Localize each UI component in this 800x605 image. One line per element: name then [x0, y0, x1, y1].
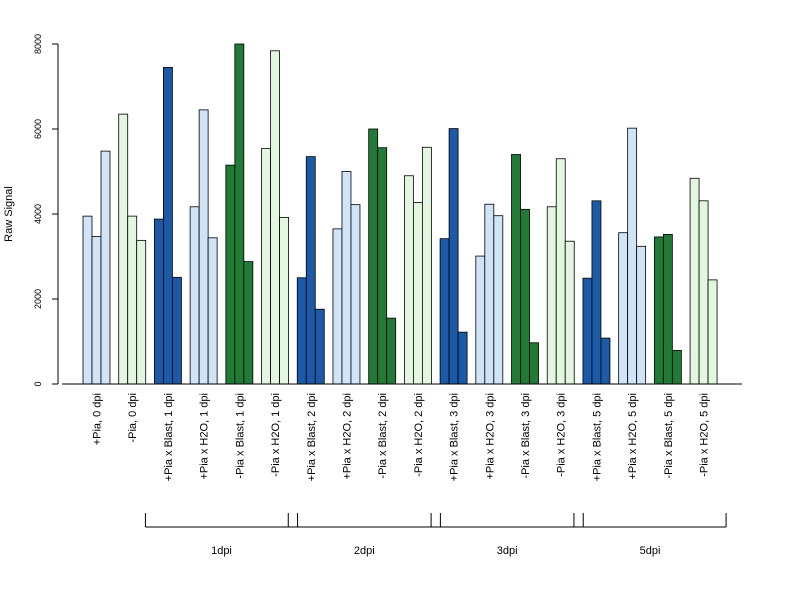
bar [198, 109, 209, 385]
category-label: -Pia x Blast, 1 dpi [234, 393, 246, 479]
bar [279, 216, 289, 385]
bar [377, 147, 388, 385]
category-label: -Pia x H2O, 5 dpi [699, 393, 711, 477]
bar [662, 233, 673, 385]
category-label: -Pia x H2O, 3 dpi [556, 393, 568, 477]
bar [270, 50, 280, 385]
bar [234, 43, 245, 385]
bar [82, 215, 93, 385]
bar [154, 218, 164, 385]
bar [546, 206, 557, 385]
bar [618, 232, 629, 385]
bar [600, 337, 611, 385]
group-brackets: 1dpi 2dpi 3dpi 5dpi [144, 513, 727, 557]
bar [484, 203, 495, 385]
bar [189, 206, 200, 385]
bar [439, 238, 450, 385]
y-axis-label: Raw Signal [3, 186, 15, 242]
bar [341, 171, 352, 385]
bar [118, 113, 129, 385]
bar [529, 342, 539, 385]
bar [591, 200, 602, 385]
category-label: -Pia x Blast, 3 dpi [520, 393, 532, 479]
bar [314, 308, 325, 385]
bar [386, 317, 397, 385]
category-label: +Pia x H2O, 1 dpi [199, 393, 211, 480]
category-labels: +Pia, 0 dpi -Pia, 0 dpi +Pia x Blast, 1 dp… [92, 393, 711, 481]
bar [136, 239, 147, 385]
category-label: +Pia x H2O, 2 dpi [341, 393, 353, 480]
group-label: 5dpi [640, 545, 661, 557]
bar [243, 261, 254, 385]
bar [350, 204, 361, 385]
bar [305, 156, 316, 385]
bar [689, 177, 700, 385]
bar [671, 350, 682, 385]
bar [511, 154, 521, 385]
group-label: 3dpi [497, 545, 518, 557]
category-label: +Pia x Blast, 5 dpi [591, 393, 603, 481]
bar [100, 150, 111, 385]
bar [172, 276, 182, 385]
bars [82, 43, 718, 385]
y-tick-label: 4000 [33, 204, 43, 224]
y-tick-label: 0 [33, 381, 43, 386]
category-label: -Pia x H2O, 1 dpi [270, 393, 282, 477]
category-label: -Pia, 0 dpi [127, 393, 139, 443]
bar [225, 164, 236, 385]
bar [207, 237, 218, 385]
bar [520, 208, 530, 385]
bar [636, 245, 647, 385]
category-label: +Pia x H2O, 5 dpi [627, 393, 639, 480]
bar [582, 277, 593, 385]
bar [368, 128, 379, 385]
y-tick-label: 6000 [33, 119, 43, 139]
bar [627, 127, 638, 385]
category-label: +Pia x Blast, 3 dpi [449, 393, 461, 481]
bar [332, 228, 343, 385]
bar [555, 158, 566, 385]
bar [457, 331, 468, 385]
bar [493, 215, 504, 385]
bar [163, 66, 173, 385]
category-label: +Pia x Blast, 1 dpi [163, 393, 175, 481]
y-tick-label: 8000 [33, 34, 43, 54]
bar [564, 240, 575, 385]
y-tick-label: 2000 [33, 289, 43, 309]
bar [448, 128, 459, 385]
category-label: +Pia x Blast, 2 dpi [306, 393, 318, 481]
bar [421, 146, 432, 385]
group-label: 2dpi [354, 545, 375, 557]
category-label: +Pia, 0 dpi [92, 393, 104, 445]
bar [653, 236, 664, 385]
bar [296, 277, 307, 385]
bar [261, 148, 271, 385]
group-label: 1dpi [211, 545, 232, 557]
bar [412, 202, 423, 385]
bar [698, 200, 709, 385]
category-label: -Pia x Blast, 5 dpi [663, 393, 675, 479]
category-label: -Pia x Blast, 2 dpi [377, 393, 389, 479]
y-axis: 0 2000 4000 6000 8000 [33, 34, 59, 387]
bar [707, 279, 718, 385]
category-label: -Pia x H2O, 2 dpi [413, 393, 425, 477]
category-label: +Pia x H2O, 3 dpi [484, 393, 496, 480]
bar [91, 236, 102, 385]
bar [403, 175, 414, 385]
bar [127, 215, 138, 385]
bar [475, 255, 486, 385]
